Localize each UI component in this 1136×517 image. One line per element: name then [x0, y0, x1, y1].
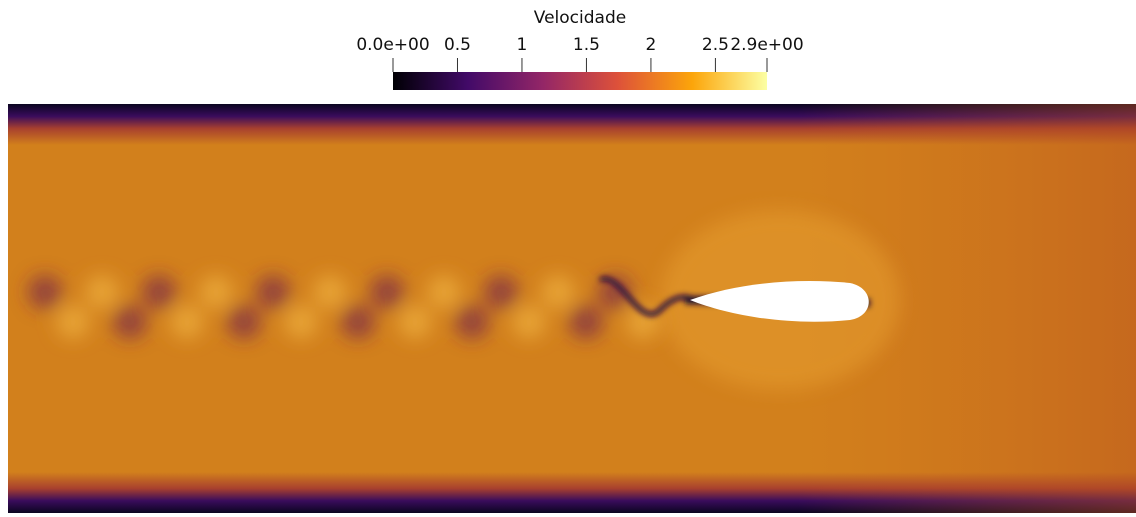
wake-vortex [484, 275, 518, 309]
colorbar-tick-label: 1 [517, 35, 528, 55]
colorbar-tick-label: 0.5 [444, 35, 471, 55]
wake-vortex [313, 275, 347, 309]
wake-vortex [598, 275, 632, 309]
wake-vortex [256, 275, 290, 309]
wake-vortex [142, 275, 176, 309]
wake-vortex [284, 305, 318, 339]
flow-field [8, 104, 1136, 513]
wake-vortex [85, 275, 119, 309]
wake-vortex [28, 275, 62, 309]
wake-vortex [113, 305, 147, 339]
wake-vortex [199, 275, 233, 309]
wake-vortex [170, 305, 204, 339]
colorbar-ticks: 0.0e+00 0.5 1 1.5 2 2.5 2.9e+00 [356, 35, 804, 72]
wake-vortex [56, 305, 90, 339]
colorbar-tick-label: 2 [646, 35, 657, 55]
wake-vortex [541, 275, 575, 309]
colorbar-tick-label: 1.5 [573, 35, 600, 55]
colorbar-tick-label: 2.9e+00 [730, 35, 803, 55]
wake-vortex [341, 305, 375, 339]
colorbar-title: Velocidade [534, 8, 626, 28]
wake-vortex [427, 275, 461, 309]
wake-vortex [569, 305, 603, 339]
colorbar [393, 72, 767, 90]
wake-vortex [398, 305, 432, 339]
colorbar-tick-label: 0.0e+00 [356, 35, 429, 55]
wake-vortex [512, 305, 546, 339]
wake-vortex [227, 305, 261, 339]
wake-vortex [370, 275, 404, 309]
colorbar-tick-label: 2.5 [702, 35, 729, 55]
wake-vortex [455, 305, 489, 339]
airfoil [690, 281, 869, 322]
